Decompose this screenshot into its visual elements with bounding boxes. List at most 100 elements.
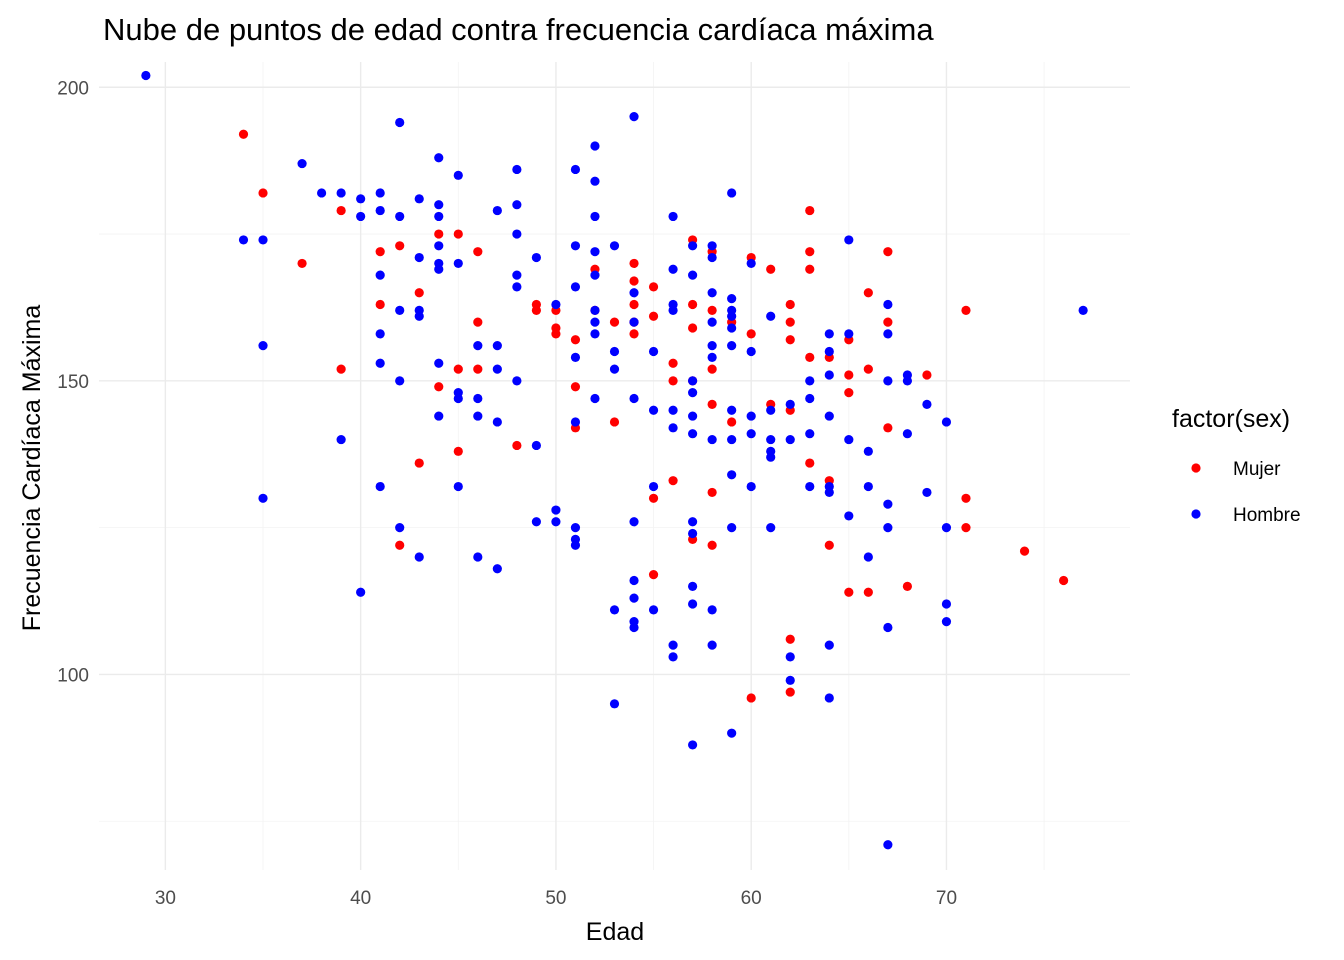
data-point-mujer [727,417,737,427]
data-point-hombre [492,341,502,351]
data-point-hombre [941,417,952,427]
data-point-hombre [570,417,581,427]
data-point-hombre [668,211,678,222]
data-point-hombre [531,440,541,451]
data-point-hombre [473,393,483,404]
data-point-hombre [531,517,541,527]
data-point-hombre [805,481,815,492]
data-point-hombre [512,270,522,280]
data-point-hombre [336,434,346,445]
data-point-hombre [707,317,717,327]
data-point-mujer [863,587,873,597]
data-point-hombre [434,200,444,210]
data-point-hombre [258,235,268,245]
data-point-hombre [570,352,581,362]
data-point-mujer [473,247,483,257]
data-point-mujer [512,440,522,451]
data-point-mujer [609,317,620,327]
data-point-mujer [375,299,385,310]
data-point-mujer [336,364,346,374]
data-point-hombre [414,194,424,204]
data-point-mujer [707,399,717,409]
data-point-hombre [746,258,756,269]
data-point-mujer [1059,575,1069,586]
data-point-mujer [336,205,346,216]
data-point-hombre [805,376,815,386]
data-point-mujer [883,317,893,327]
data-point-hombre [629,317,639,327]
data-point-hombre [727,323,737,333]
data-point-hombre [668,652,678,662]
data-point-hombre [434,358,444,368]
data-point-mujer [805,247,815,257]
data-point-hombre [629,622,639,633]
data-point-hombre [512,229,522,239]
data-point-hombre [570,241,581,251]
data-point-hombre [863,552,873,562]
data-point-mujer [707,487,717,498]
data-point-hombre [688,528,698,539]
data-point-mujer [785,687,795,697]
data-point-hombre [395,523,405,533]
data-point-mujer [473,364,483,374]
data-point-hombre [688,599,698,609]
data-point-hombre [707,341,717,351]
data-point-hombre [551,299,561,310]
data-point-hombre [707,252,717,263]
data-point-mujer [297,258,307,269]
data-point-hombre [434,264,444,274]
data-point-hombre [356,211,366,222]
data-point-hombre [629,112,639,122]
data-point-mujer [473,317,483,327]
data-point-hombre [434,241,444,251]
y-tick-label: 200 [57,78,89,99]
data-point-mujer [609,417,620,427]
data-point-hombre [590,305,600,315]
data-point-mujer [824,540,834,550]
data-point-hombre [551,505,561,515]
data-point-mujer [1019,546,1030,556]
data-point-hombre [707,288,717,298]
data-point-hombre [570,282,581,292]
data-point-mujer [785,634,795,644]
data-point-hombre [356,194,366,204]
data-point-hombre [629,288,639,298]
y-tick-label: 150 [57,372,89,393]
data-point-hombre [414,252,424,263]
data-point-mujer [453,364,463,374]
data-point-hombre [492,417,502,427]
data-point-mujer [922,370,932,380]
data-point-mujer [688,299,698,310]
grid-lines [99,62,1130,870]
data-point-mujer [668,358,678,368]
data-point-hombre [512,282,522,292]
data-point-hombre [727,405,737,415]
data-point-hombre [785,434,795,445]
data-point-mujer [883,247,893,257]
data-point-mujer [648,493,659,503]
data-point-hombre [375,329,385,339]
data-point-hombre [883,840,893,850]
data-point-mujer [414,458,424,468]
data-point-mujer [707,305,717,315]
legend-key-mujer [1191,463,1201,473]
data-point-mujer [648,282,659,292]
data-point-mujer [570,335,581,345]
data-point-hombre [727,470,737,480]
data-point-mujer [414,288,424,298]
data-point-mujer [766,264,776,274]
chart-title: Nube de puntos de edad contra frecuencia… [103,12,934,47]
data-point-hombre [414,311,424,321]
data-point-hombre [727,311,737,321]
legend-label-hombre: Hombre [1233,505,1301,526]
data-point-mujer [629,299,639,310]
data-point-hombre [902,429,912,439]
data-point-hombre [668,405,678,415]
data-point-hombre [746,481,756,492]
data-point-hombre [238,235,249,245]
tick-labels: 30 40 50 60 70 100 150 200 [57,78,957,909]
data-point-hombre [434,211,444,222]
data-point-hombre [785,399,795,409]
data-point-hombre [727,294,737,304]
